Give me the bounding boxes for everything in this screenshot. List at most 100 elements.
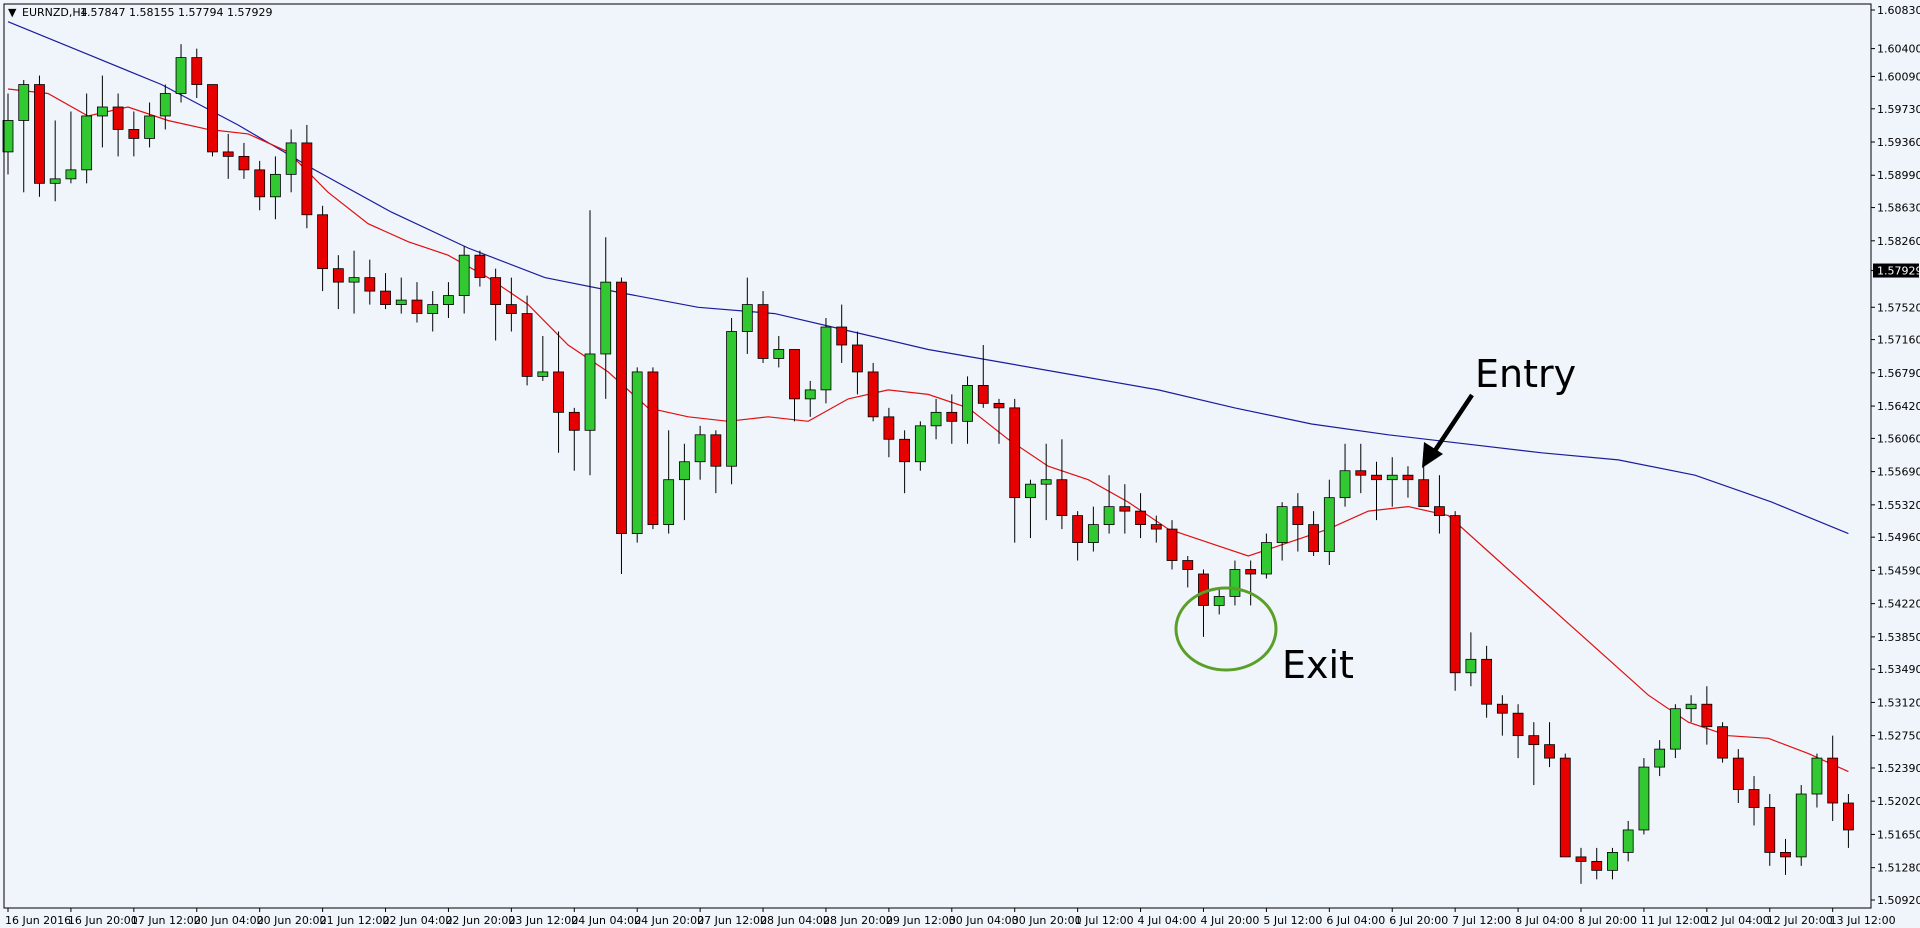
- menu-dropdown-icon[interactable]: ▼: [8, 6, 17, 19]
- price-tick-label: 1.53120: [1877, 696, 1920, 709]
- bullish-candle-body: [1323, 497, 1335, 552]
- candle: [1591, 847, 1603, 880]
- time-tick-label: 12 Jul 20:00: [1767, 914, 1833, 927]
- candle: [521, 295, 533, 386]
- candle: [207, 84, 218, 157]
- candle: [1701, 686, 1713, 745]
- bullish-candle-body: [1339, 470, 1351, 499]
- bearish-candle-body: [364, 277, 376, 292]
- candle: [395, 277, 407, 314]
- bullish-candle-body: [1654, 748, 1666, 768]
- time-tick-label: 16 Jun 2016: [5, 914, 71, 927]
- time-tick-label: 4 Jul 04:00: [1138, 914, 1197, 927]
- bullish-candle-body: [1811, 757, 1823, 795]
- bullish-candle-body: [1040, 479, 1052, 485]
- candle: [254, 160, 266, 211]
- entry-arrow-head-icon: [1422, 442, 1443, 468]
- bullish-candle-body: [2, 120, 14, 153]
- candle: [238, 142, 250, 179]
- bullish-candle-body: [175, 57, 187, 94]
- bearish-candle-body: [1355, 470, 1367, 476]
- fast-moving-average-line: [7, 88, 1849, 773]
- bullish-candle-body: [600, 281, 612, 355]
- bearish-candle-body: [1402, 474, 1414, 481]
- bearish-candle-body: [332, 268, 344, 283]
- bearish-candle-body: [1843, 802, 1854, 831]
- exit-label: Exit: [1282, 643, 1354, 687]
- bearish-candle-body: [1512, 712, 1524, 737]
- candle: [1748, 776, 1760, 826]
- candle: [1669, 704, 1681, 759]
- candle: [1780, 838, 1791, 875]
- candle: [411, 282, 423, 323]
- candle: [789, 349, 800, 422]
- bearish-candle-body: [1575, 856, 1587, 862]
- bullish-candle-body: [726, 331, 737, 467]
- bearish-candle-body: [254, 169, 266, 198]
- candle: [1685, 695, 1697, 723]
- candle: [773, 336, 785, 368]
- time-tick-label: 11 Jul 12:00: [1641, 914, 1707, 927]
- plot-frame: [3, 3, 1872, 909]
- bearish-candle-body: [317, 214, 329, 270]
- candle: [317, 205, 329, 292]
- candle: [1732, 749, 1744, 804]
- candle: [1717, 722, 1728, 763]
- time-tick-label: 24 Jun 20:00: [634, 914, 704, 927]
- candle: [1009, 398, 1021, 543]
- candle: [380, 273, 391, 310]
- bearish-candle-body: [474, 254, 486, 279]
- time-tick-label: 5 Jul 12:00: [1263, 914, 1322, 927]
- bearish-candle-body: [1717, 726, 1728, 759]
- candle: [804, 380, 816, 417]
- price-tick-label: 1.51280: [1877, 862, 1920, 875]
- candle: [18, 80, 30, 193]
- price-tick-label: 1.57160: [1877, 334, 1920, 347]
- candle: [1323, 479, 1335, 566]
- bearish-candle-body: [993, 402, 1005, 409]
- bullish-candle-body: [537, 371, 549, 377]
- candle: [883, 407, 895, 458]
- bullish-candle-body: [930, 411, 942, 427]
- candle: [1103, 475, 1115, 534]
- candle: [553, 331, 564, 453]
- candle: [1182, 556, 1194, 588]
- candle: [977, 344, 989, 408]
- bullish-candle-body: [1638, 766, 1650, 831]
- bearish-candle-body: [883, 416, 895, 440]
- candle: [1339, 443, 1351, 507]
- bearish-candle-body: [1009, 407, 1021, 499]
- bullish-candle-body: [96, 106, 108, 117]
- bearish-candle-body: [1135, 510, 1146, 526]
- bearish-candle-body: [789, 349, 800, 400]
- bearish-candle-body: [1528, 735, 1540, 746]
- bearish-candle-body: [899, 438, 911, 463]
- bullish-candle-body: [1087, 524, 1099, 543]
- time-tick-label: 27 Jun 12:00: [697, 914, 767, 927]
- candle: [631, 367, 643, 543]
- bullish-candle-body: [1607, 852, 1618, 871]
- bullish-candle-body: [144, 115, 155, 139]
- bullish-candle-body: [18, 84, 30, 121]
- bullish-candle-body: [820, 326, 832, 391]
- bullish-candle-body: [348, 277, 360, 283]
- candle: [301, 124, 313, 229]
- bullish-candle-body: [285, 142, 297, 175]
- candle: [946, 394, 958, 444]
- bearish-candle-body: [505, 304, 517, 314]
- bearish-candle-body: [1591, 860, 1603, 871]
- bearish-candle-body: [1544, 744, 1555, 759]
- bullish-candle-body: [1386, 474, 1398, 481]
- bearish-candle-body: [301, 142, 313, 216]
- bearish-candle-body: [1559, 757, 1571, 858]
- bearish-candle-body: [1732, 757, 1744, 790]
- bearish-candle-body: [521, 313, 533, 377]
- bullish-candle-body: [1261, 542, 1272, 575]
- bearish-candle-body: [1056, 479, 1068, 517]
- bullish-candle-body: [663, 479, 675, 526]
- bearish-candle-body: [1764, 807, 1776, 853]
- candle: [678, 443, 690, 521]
- candle: [1795, 785, 1807, 866]
- candle: [2, 93, 14, 175]
- time-tick-label: 6 Jul 04:00: [1326, 914, 1385, 927]
